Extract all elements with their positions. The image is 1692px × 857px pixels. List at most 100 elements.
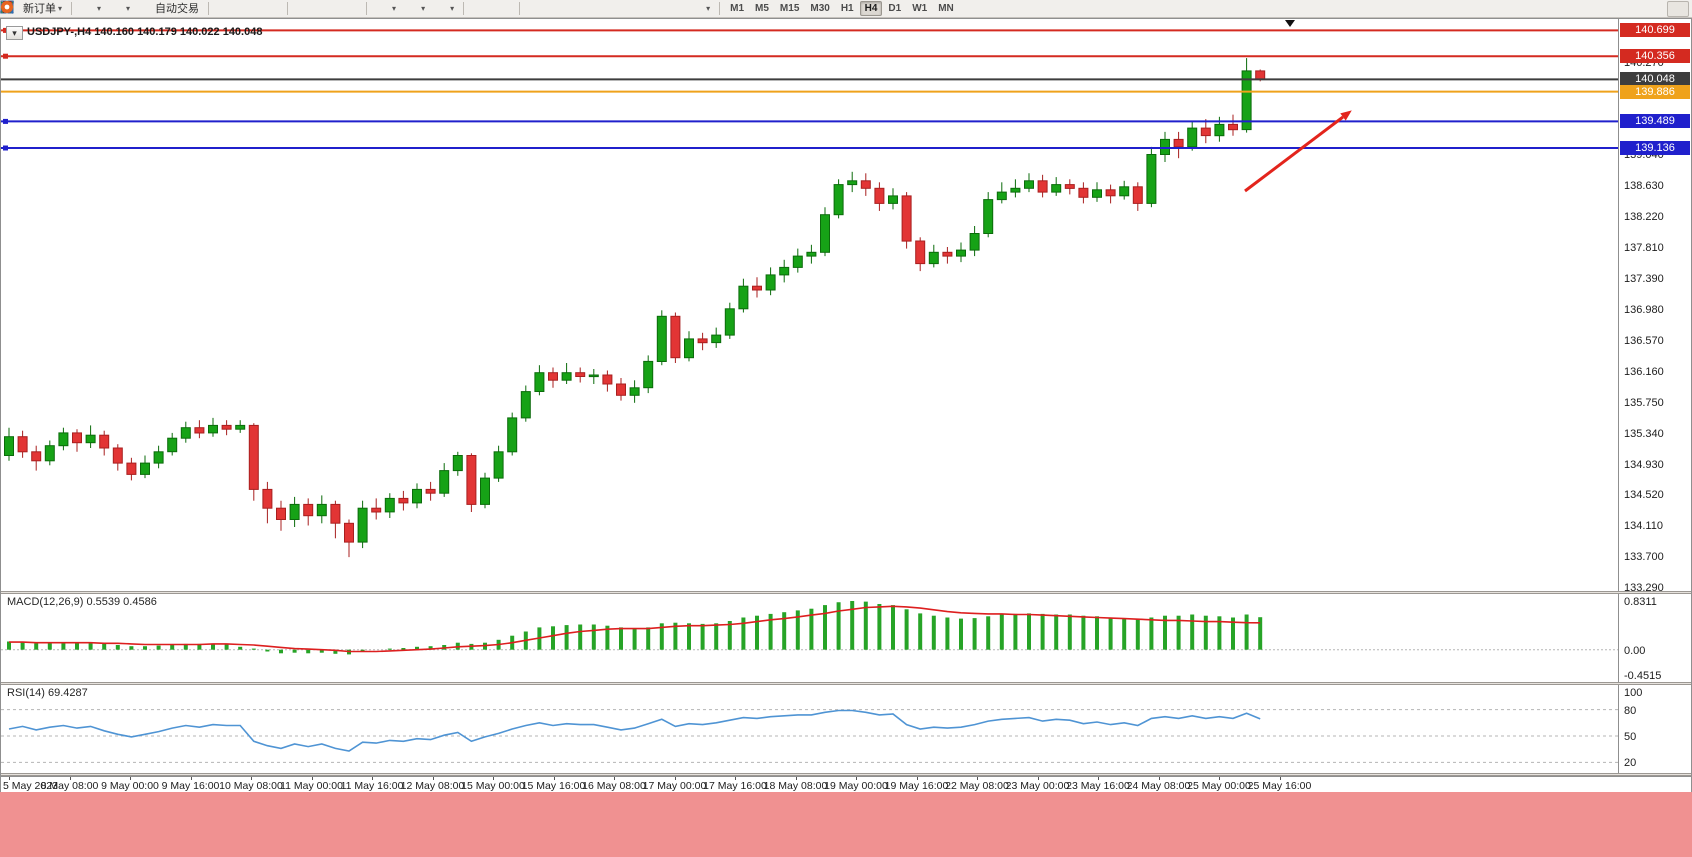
autotrading-button-label: 自动交易 <box>155 2 200 15</box>
text-icon: A <box>3 1 658 16</box>
time-label: 25 May 00:00 <box>1187 780 1251 792</box>
price-badge-139.886: 139.886 <box>1620 84 1690 99</box>
time-label: 12 May 08:00 <box>400 780 465 792</box>
zoom-out-button[interactable] <box>1 1 338 17</box>
price-plot-area[interactable]: ▾ USDJPY-,H4 140.160 140.179 140.022 140… <box>1 19 1619 591</box>
time-tick <box>1219 777 1220 780</box>
label-icon <box>3 1 681 16</box>
rsi-plot-area[interactable]: RSI(14) 69.4287 <box>1 685 1619 773</box>
panel-splitter[interactable] <box>1 773 1691 776</box>
clock-icon <box>0 0 419 16</box>
text-button[interactable]: A <box>3 1 662 17</box>
timeframe-d1-button[interactable]: D1 <box>888 3 902 14</box>
rsi-axis[interactable]: 100 80 50 20 <box>1620 685 1691 773</box>
time-label: 23 May 00:00 <box>1005 780 1070 792</box>
chart-shift-marker-icon[interactable] <box>1285 20 1295 27</box>
time-tick <box>311 777 313 780</box>
timeframe-m5-button[interactable]: M5 <box>755 3 769 14</box>
arrows-icon <box>1 1 704 16</box>
time-label: 11 May 16:00 <box>340 780 404 792</box>
rsi-line <box>8 709 1261 752</box>
vertical-line-button[interactable] <box>6 1 547 17</box>
label-button[interactable] <box>3 1 685 17</box>
price-chart-panel[interactable]: ▾ USDJPY-,H4 140.160 140.179 140.022 140… <box>1 19 1691 594</box>
hline-icon <box>1 2 566 16</box>
new-chart-button[interactable]: ▾ <box>0 1 105 17</box>
macd-panel[interactable]: MACD(12,26,9) 0.5539 0.4586 0.8311 0.00 -0… <box>1 594 1691 682</box>
zoom-in-icon <box>1 1 311 16</box>
profiles-button[interactable]: ▾ <box>0 1 134 17</box>
price-tick: 134.520 <box>1624 489 1664 502</box>
macd-scale-label: 0.8311 <box>1624 595 1657 608</box>
time-label: 16 May 08:00 <box>582 780 646 792</box>
profiles-icon <box>0 2 124 16</box>
panel-splitter[interactable] <box>1 682 1691 685</box>
time-label: 25 May 16:00 <box>1247 780 1312 792</box>
search-button[interactable] <box>1 1 1666 17</box>
fibonacci-button[interactable] <box>1 1 639 17</box>
search-icon <box>1 1 1662 16</box>
rsi-scale-label: 20 <box>1624 757 1637 770</box>
time-label: 15 May 16:00 <box>521 780 586 792</box>
time-tick <box>1279 777 1281 780</box>
timeframe-w1-button[interactable]: W1 <box>912 3 928 14</box>
timeframe-h1-button[interactable]: H1 <box>840 3 854 14</box>
price-axis[interactable]: 140.699 140.356 140.048 139.886 139.489 139.1… <box>1620 19 1691 594</box>
bar-chart-button[interactable] <box>1 1 236 17</box>
horizontal-line-button[interactable] <box>1 1 570 17</box>
line-handle[interactable] <box>3 27 8 33</box>
caret-down-icon: ▾ <box>392 3 397 13</box>
time-tick <box>674 777 676 780</box>
indicators-button[interactable]: ▾ <box>0 1 400 17</box>
periods-button[interactable]: ▾ <box>0 0 429 17</box>
cursor-button[interactable] <box>4 1 491 17</box>
panel-splitter[interactable] <box>1 591 1691 594</box>
chart-title-ohlc: USDJPY-,H4 140.160 140.179 140.022 140.0… <box>27 26 263 38</box>
caret-down-icon: ▾ <box>421 3 426 13</box>
cursor-icon <box>4 1 487 16</box>
toolbar-separator <box>208 2 210 15</box>
macd-axis[interactable]: 0.8311 0.00 -0.4515 <box>1620 594 1691 682</box>
line-handle[interactable] <box>3 53 8 59</box>
time-label: 5 May 2023 <box>3 780 58 792</box>
macd-signal-line <box>9 605 1261 653</box>
timeframe-m30-button[interactable]: M30 <box>810 3 830 14</box>
one-click-trading-toggle[interactable]: ▾ <box>6 26 23 40</box>
autotrading-button[interactable]: 自动交易 <box>1 1 203 17</box>
time-tick <box>69 777 71 780</box>
time-tick <box>614 777 615 780</box>
time-axis[interactable]: 5 May 2023 8 May 08:00 9 May 00:00 9 May 16… <box>1 776 1691 793</box>
candlestick-chart-button[interactable] <box>2 1 259 17</box>
templates-button[interactable]: ▾ <box>1 1 458 17</box>
price-tick: 133.700 <box>1624 551 1664 564</box>
macd-scale-label: 0.00 <box>1624 644 1646 657</box>
line-chart-button[interactable] <box>0 1 282 17</box>
crosshair-button[interactable] <box>1 1 514 17</box>
time-label: 19 May 00:00 <box>824 780 888 792</box>
timeframe-m15-button[interactable]: M15 <box>779 3 800 14</box>
footer-bar <box>0 792 1692 857</box>
line-handle[interactable] <box>3 145 8 151</box>
timeframe-m1-button[interactable]: M1 <box>730 3 745 14</box>
tile-windows-button[interactable] <box>0 0 361 17</box>
trendline-button[interactable] <box>0 0 593 17</box>
price-tick: 134.110 <box>1624 520 1663 533</box>
caret-down-icon: ▾ <box>706 3 711 13</box>
rsi-indicator-label: RSI(14) 69.4287 <box>7 687 88 699</box>
trend-arrow-annotation[interactable] <box>1244 115 1344 193</box>
zoom-in-button[interactable] <box>1 1 315 17</box>
macd-plot-area[interactable]: MACD(12,26,9) 0.5539 0.4586 <box>1 594 1619 682</box>
arrows-button[interactable]: ▾ <box>1 1 714 17</box>
price-tick: 137.810 <box>1624 241 1664 254</box>
toolbar-separator <box>366 2 368 15</box>
community-button[interactable] <box>1 0 1689 17</box>
time-tick <box>493 777 494 780</box>
line-handle[interactable] <box>3 118 8 124</box>
timeframe-mn-button[interactable]: MN <box>938 3 954 14</box>
timeframe-h4-button[interactable]: H4 <box>859 1 883 16</box>
rsi-panel[interactable]: RSI(14) 69.4287 100 80 50 20 <box>1 685 1691 773</box>
macd-indicator-label: MACD(12,26,9) 0.5539 0.4586 <box>7 596 157 608</box>
macd-scale-label: -0.4515 <box>1624 670 1662 682</box>
equidistant-channel-button[interactable] <box>0 1 616 17</box>
